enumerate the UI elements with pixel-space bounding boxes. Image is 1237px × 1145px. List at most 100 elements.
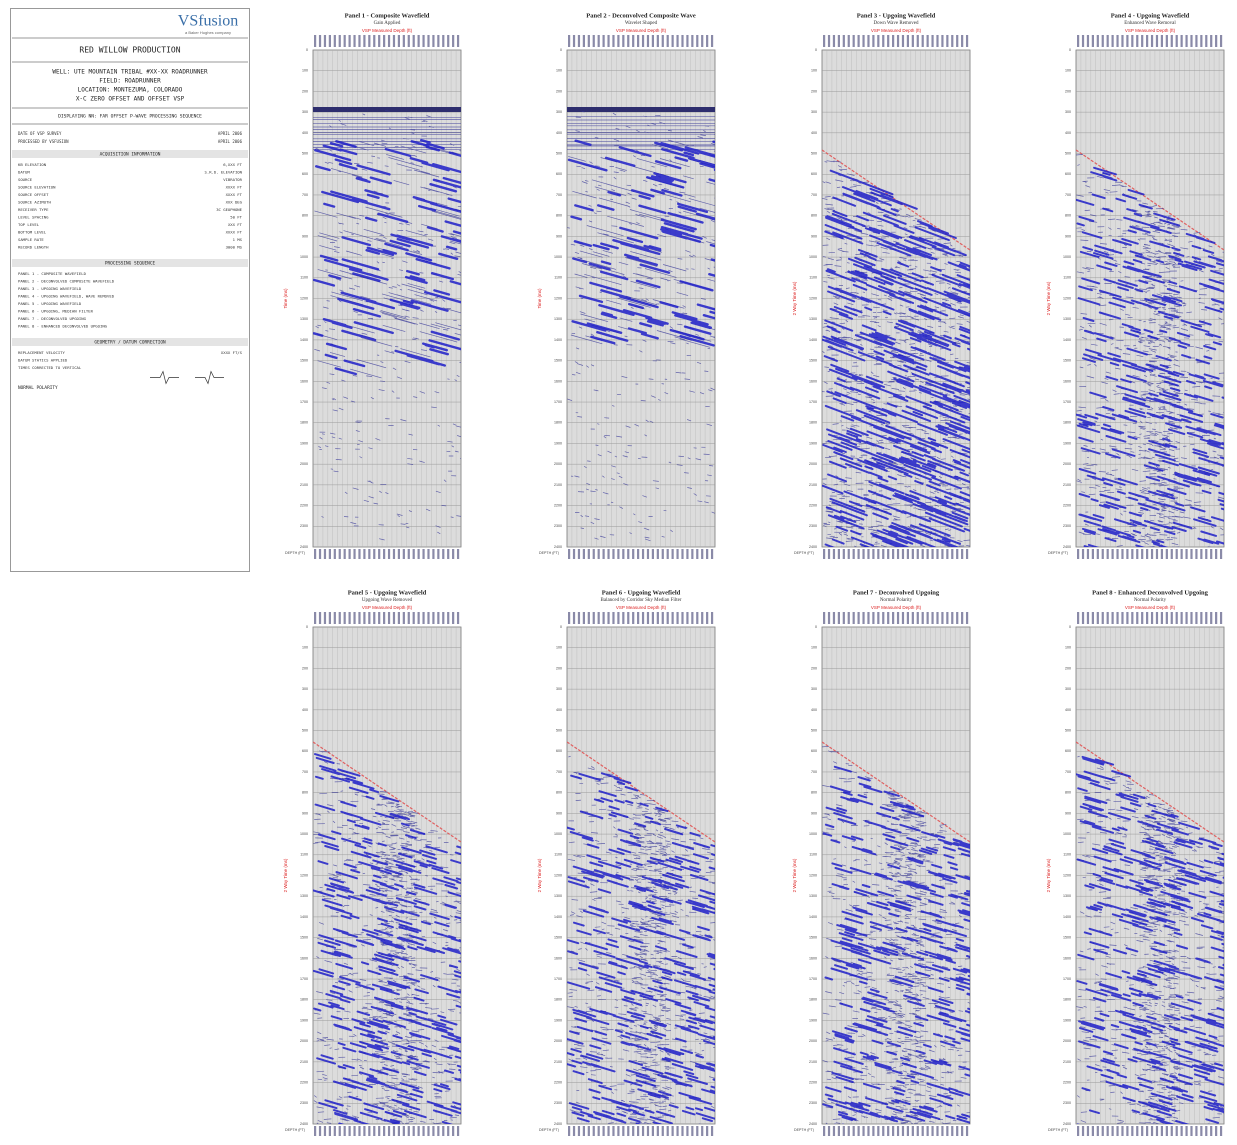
- sheet: VSfusion a Baker Hughes company RED WILL…: [0, 0, 1237, 1140]
- time-tick-label: 800: [811, 214, 817, 218]
- depth-tick-label: [324, 612, 326, 624]
- time-label: 2 Way Time (ms): [1046, 281, 1051, 315]
- time-tick-label: 1400: [300, 915, 308, 919]
- depth-tick-label: [907, 549, 909, 559]
- depth-tick-label: [1185, 1126, 1187, 1136]
- panel-subtitle: Enhanced Wave Removal: [1124, 21, 1176, 26]
- footer-label: DEPTH (FT): [539, 1128, 559, 1132]
- depth-tick-label: [657, 549, 659, 559]
- depth-tick-label: [1141, 35, 1143, 47]
- depth-tick-label: [1171, 549, 1173, 559]
- time-tick-label: 600: [302, 749, 308, 753]
- section-line: BOTTOM LEVEL: [18, 230, 47, 235]
- depth-tick-label: [1097, 1126, 1099, 1136]
- depth-tick-label: [862, 35, 864, 47]
- section-line: SOURCE AZIMUTH: [18, 200, 51, 205]
- time-tick-label: 1600: [809, 379, 817, 383]
- depth-tick-label: [1195, 1126, 1197, 1136]
- time-tick-label: 1700: [1063, 400, 1071, 404]
- depth-tick-label: [349, 612, 351, 624]
- time-tick-label: 1900: [809, 441, 817, 445]
- depth-tick-label: [966, 549, 968, 559]
- depth-tick-label: [378, 612, 380, 624]
- depth-tick-label: [931, 35, 933, 47]
- time-tick-label: 1000: [1063, 255, 1071, 259]
- depth-tick-label: [882, 35, 884, 47]
- depth-tick-label: [1190, 1126, 1192, 1136]
- depth-tick-label: [686, 549, 688, 559]
- depth-tick-label: [823, 35, 825, 47]
- depth-tick-label: [892, 612, 894, 624]
- depth-tick-label: [843, 549, 845, 559]
- time-tick-label: 300: [811, 110, 817, 114]
- footer-label: DEPTH (FT): [1048, 1128, 1068, 1132]
- time-tick-label: 1200: [300, 873, 308, 877]
- depth-tick-label: [1215, 549, 1217, 559]
- depth-tick-label: [676, 612, 678, 624]
- time-tick-label: 900: [302, 811, 308, 815]
- depth-tick-label: [349, 1126, 351, 1136]
- depth-tick-label: [848, 35, 850, 47]
- depth-tick-label: [946, 35, 948, 47]
- depth-tick-label: [647, 1126, 649, 1136]
- depth-tick-label: [1102, 35, 1104, 47]
- depth-tick-label: [432, 612, 434, 624]
- depth-tick-label: [1200, 35, 1202, 47]
- section-title: GEOMETRY / DATUM CORRECTION: [94, 340, 166, 346]
- section-line: PANEL 2 - DECONVOLVED COMPOSITE WAVEFIEL…: [18, 279, 115, 284]
- section-value: 3000 MS: [226, 245, 243, 250]
- depth-tick-label: [373, 35, 375, 47]
- depth-tick-label: [1112, 612, 1114, 624]
- depth-tick-label: [1146, 35, 1148, 47]
- panel-title: Panel 5 - Upgoing Wavefield: [348, 589, 427, 596]
- time-tick-label: 800: [811, 791, 817, 795]
- depth-tick-label: [393, 549, 395, 559]
- depth-tick-label: [681, 1126, 683, 1136]
- depth-tick-label: [1161, 549, 1163, 559]
- time-tick-label: 2100: [1063, 1060, 1071, 1064]
- time-tick-label: 100: [811, 69, 817, 73]
- depth-tick-label: [329, 549, 331, 559]
- depth-tick-label: [1171, 1126, 1173, 1136]
- depth-tick-label: [696, 549, 698, 559]
- section-line: RECORD LENGTH: [18, 245, 49, 250]
- depth-tick-label: [872, 1126, 874, 1136]
- time-tick-label: 100: [556, 646, 562, 650]
- depth-tick-label: [1200, 1126, 1202, 1136]
- depth-tick-label: [917, 1126, 919, 1136]
- depth-tick-label: [1156, 612, 1158, 624]
- depth-tick-label: [457, 612, 459, 624]
- depth-tick-label: [363, 612, 365, 624]
- depth-tick-label: [353, 35, 355, 47]
- time-tick-label: 500: [556, 151, 562, 155]
- depth-tick-label: [1210, 35, 1212, 47]
- time-tick-label: 2200: [300, 504, 308, 508]
- depth-tick-label: [632, 612, 634, 624]
- time-tick-label: 1100: [300, 853, 308, 857]
- section-value: XXXX FT: [226, 185, 243, 190]
- depth-tick-label: [922, 1126, 924, 1136]
- depth-tick-label: [951, 35, 953, 47]
- time-tick-label: 1100: [1063, 853, 1071, 857]
- time-tick-label: 2300: [1063, 1101, 1071, 1105]
- time-label: 2 Way Time (ms): [792, 858, 797, 892]
- depth-tick-label: [706, 35, 708, 47]
- depth-tick-label: [662, 35, 664, 47]
- depth-tick-label: [447, 549, 449, 559]
- depth-tick-label: [457, 1126, 459, 1136]
- depth-tick-label: [583, 35, 585, 47]
- depth-tick-label: [329, 612, 331, 624]
- time-tick-label: 300: [556, 110, 562, 114]
- depth-tick-label: [1077, 35, 1079, 47]
- section-value: VIBRATOR: [223, 177, 242, 182]
- depth-tick-label: [1176, 1126, 1178, 1136]
- date-label: DATE OF VSP SURVEY: [18, 131, 62, 136]
- depth-tick-label: [691, 549, 693, 559]
- time-tick-label: 2300: [809, 1101, 817, 1105]
- depth-tick-label: [588, 35, 590, 47]
- depth-tick-label: [344, 612, 346, 624]
- depth-tick-label: [696, 612, 698, 624]
- depth-tick-label: [617, 612, 619, 624]
- date-value: APRIL 2006: [218, 131, 243, 136]
